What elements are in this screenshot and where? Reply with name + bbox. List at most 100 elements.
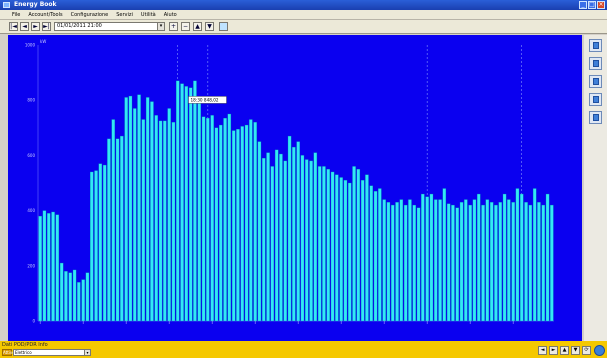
last-button[interactable]: ►| (42, 22, 51, 31)
bar (524, 202, 528, 322)
bar (188, 87, 193, 322)
bar (412, 204, 416, 322)
save-icon (593, 78, 599, 85)
bar (403, 204, 408, 322)
bar (545, 193, 550, 322)
bar (133, 108, 137, 322)
bar (210, 115, 214, 322)
bar (305, 159, 309, 322)
bar (223, 117, 227, 322)
maximize-button[interactable]: □ (588, 1, 596, 9)
bar (124, 97, 128, 322)
bar (528, 204, 533, 322)
bar (498, 202, 502, 322)
bar (330, 171, 335, 322)
bar (382, 199, 386, 322)
next-button[interactable]: ► (31, 22, 40, 31)
tool-button-4[interactable] (589, 93, 602, 106)
bar (343, 180, 348, 322)
bar (231, 130, 236, 322)
bar (348, 182, 352, 322)
chart-canvas: kW 1000 800 600 400 200 0 18:30 848,02 (25, 39, 554, 324)
bar (240, 126, 244, 322)
bar (64, 271, 68, 322)
y-tick-label: 600 (27, 153, 35, 158)
bar (434, 199, 438, 322)
status-next-button[interactable]: ► (549, 346, 558, 355)
bar (515, 188, 520, 322)
bar (262, 158, 266, 322)
bar (55, 214, 60, 322)
bar (326, 169, 330, 322)
page-icon (593, 96, 599, 103)
window-controls: _ □ × (579, 1, 605, 9)
tool-button-1[interactable] (589, 39, 602, 52)
bar (438, 199, 442, 322)
bar (51, 211, 55, 322)
status-down-button[interactable]: ▼ (571, 346, 580, 355)
bar (507, 199, 511, 322)
bar (537, 202, 541, 322)
bar (408, 199, 412, 322)
status-up-button[interactable]: ▲ (560, 346, 569, 355)
previous-button[interactable]: ◄ (20, 22, 29, 31)
bar (90, 171, 94, 322)
date-dropdown-button[interactable]: ▾ (157, 22, 165, 31)
bar (128, 95, 133, 322)
bar (193, 80, 197, 322)
bar (373, 191, 378, 322)
menu-item-configurazione[interactable]: Configurazione (70, 11, 109, 18)
bar (386, 202, 391, 322)
menu-item-servizi[interactable]: Servizi (116, 11, 133, 18)
bar (356, 169, 361, 322)
bar (511, 202, 515, 322)
bar (481, 204, 485, 322)
y-tick-label: 1000 (25, 43, 36, 48)
scroll-down-button[interactable]: ▼ (205, 22, 214, 31)
title-bar: Energy Book _ □ × (0, 0, 607, 10)
tool-button-3[interactable] (589, 75, 602, 88)
bar (98, 163, 103, 322)
bar (266, 152, 270, 322)
energy-type-dropdown-button[interactable]: ▾ (84, 349, 91, 356)
app-icon (3, 2, 10, 8)
chart-icon (593, 60, 599, 67)
scroll-up-button[interactable]: ▲ (193, 22, 202, 31)
menu-item-file[interactable]: File (12, 11, 21, 18)
bar (365, 174, 369, 322)
date-field[interactable]: 01/01/2011 21:00 (54, 22, 162, 31)
menu-item-account-tools[interactable]: Account/Tools (28, 11, 63, 18)
menu-item-utilita[interactable]: Utilità (140, 11, 156, 18)
tooltip-box (188, 96, 227, 104)
bar (300, 155, 305, 322)
zoom-out-button[interactable]: − (181, 22, 190, 31)
bar (141, 119, 146, 322)
first-button[interactable]: |◄ (9, 22, 18, 31)
bar (253, 122, 257, 322)
bar (68, 272, 72, 322)
bar (120, 135, 124, 322)
bar (244, 124, 249, 322)
bar (502, 193, 507, 322)
window-title: Energy Book (14, 1, 57, 8)
status-prev-button[interactable]: ◄ (538, 346, 547, 355)
globe-icon[interactable] (594, 345, 605, 356)
energy-type-select[interactable]: Elettrico (13, 349, 91, 356)
zoom-in-button[interactable]: + (169, 22, 178, 31)
tool-button-2[interactable] (589, 57, 602, 70)
bar (270, 166, 275, 322)
bar (352, 166, 356, 322)
bar (145, 97, 150, 322)
bar (94, 170, 98, 322)
consumption-chart[interactable]: kW 1000 800 600 400 200 0 18:30 848,02 (8, 35, 582, 341)
bar (167, 108, 171, 322)
status-refresh-button[interactable]: ⟳ (582, 346, 591, 355)
tool-button-5[interactable] (589, 111, 602, 124)
minimize-button[interactable]: _ (579, 1, 587, 9)
y-tick-label: 200 (27, 263, 35, 268)
bar (184, 86, 189, 322)
menu-item-aiuto[interactable]: Aiuto (163, 11, 177, 18)
bar (102, 164, 107, 322)
close-button[interactable]: × (597, 1, 605, 9)
export-icon[interactable] (219, 22, 228, 31)
